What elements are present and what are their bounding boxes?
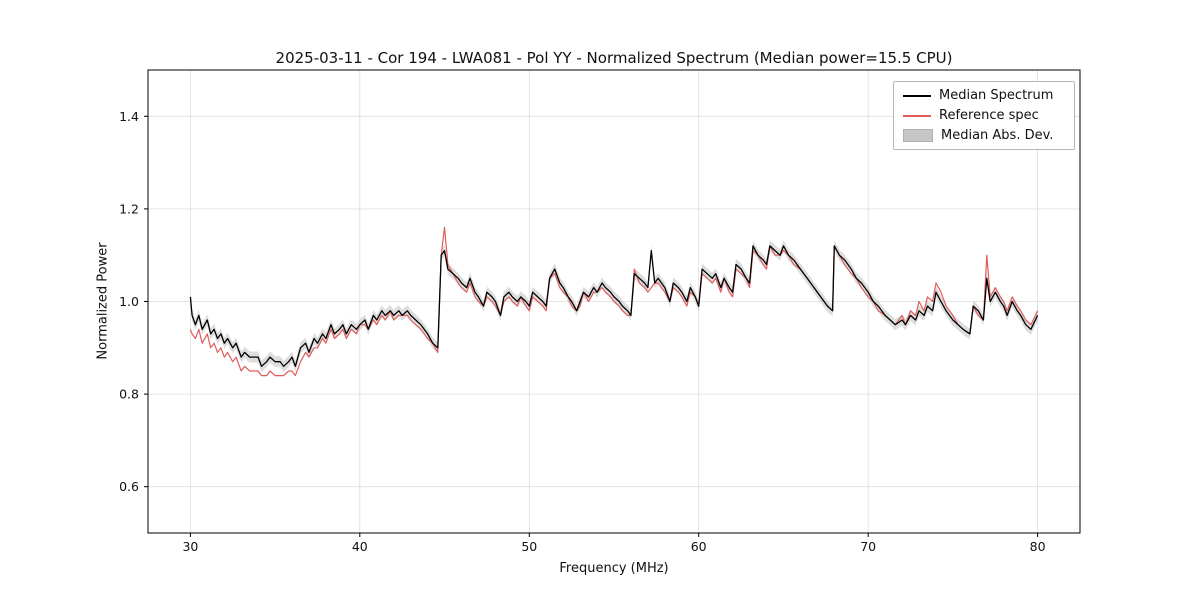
median-spectrum-line xyxy=(189,245,1039,367)
median-spectrum-line-swatch xyxy=(903,94,931,97)
y-tick-label: 0.8 xyxy=(119,387,139,402)
y-tick-label: 1.0 xyxy=(119,294,139,309)
x-tick-label: 40 xyxy=(352,539,368,554)
legend-item-reference-spec: Reference spec xyxy=(903,108,1065,123)
x-tick-label: 30 xyxy=(182,539,198,554)
plot-title: 2025-03-11 - Cor 194 - LWA081 - Pol YY -… xyxy=(275,49,953,67)
median-abs-dev-band-swatch xyxy=(903,129,933,142)
x-tick-label: 80 xyxy=(1030,539,1046,554)
x-tick-label: 60 xyxy=(691,539,707,554)
x-axis-label: Frequency (MHz) xyxy=(559,561,669,576)
x-tick-label: 50 xyxy=(521,539,537,554)
legend-item-median-abs-dev: Median Abs. Dev. xyxy=(903,128,1065,143)
y-axis-label: Normalized Power xyxy=(95,242,111,360)
y-tick-label: 0.6 xyxy=(119,479,139,494)
y-tick-label: 1.2 xyxy=(119,201,139,216)
x-tick-label: 70 xyxy=(860,539,876,554)
reference-spec-line-swatch xyxy=(903,114,931,117)
median-abs-dev-band xyxy=(190,240,1038,372)
legend-label-median-abs-dev: Median Abs. Dev. xyxy=(941,128,1054,143)
legend-label-reference-spec: Reference spec xyxy=(939,108,1039,123)
legend: Median Spectrum Reference spec Median Ab… xyxy=(893,81,1075,150)
legend-label-median-spectrum: Median Spectrum xyxy=(939,88,1054,103)
legend-item-median-spectrum: Median Spectrum xyxy=(903,88,1065,103)
y-tick-label: 1.4 xyxy=(119,109,139,124)
